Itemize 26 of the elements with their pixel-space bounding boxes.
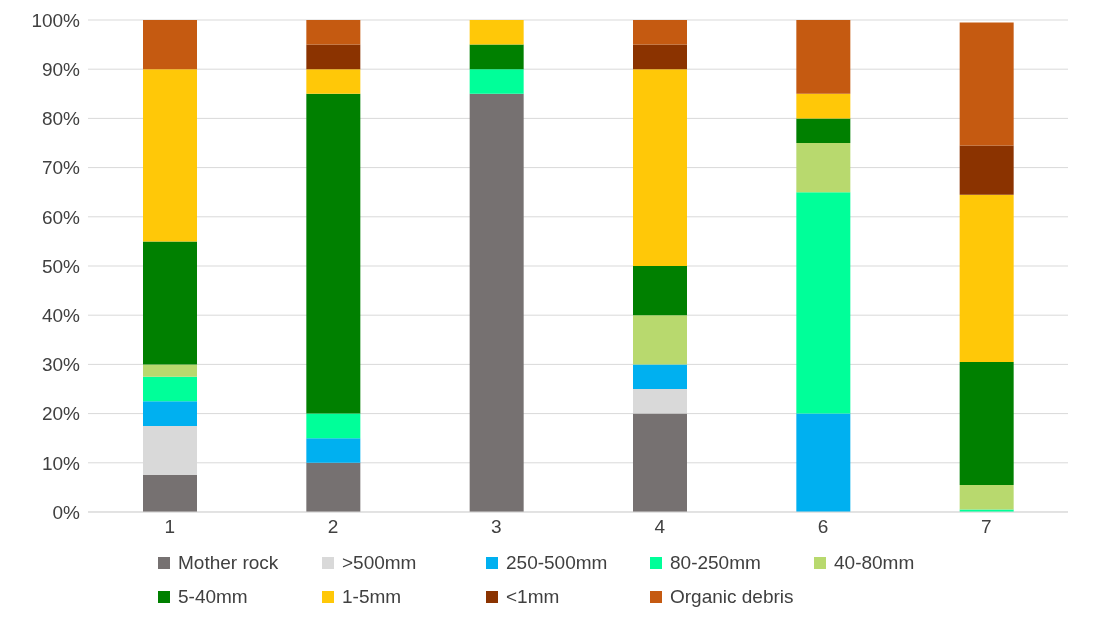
y-tick-label: 60% xyxy=(41,206,81,228)
legend-label: 1-5mm xyxy=(342,586,402,608)
x-tick-label: 1 xyxy=(164,516,175,538)
legend-label: Organic debris xyxy=(670,586,794,608)
x-tick-label: 4 xyxy=(654,516,666,538)
legend-label: 80-250mm xyxy=(670,552,761,574)
y-tick-label: 40% xyxy=(41,304,81,326)
x-tick-label: 2 xyxy=(327,516,339,538)
legend-label: 40-80mm xyxy=(834,552,915,574)
legend-label: 5-40mm xyxy=(178,586,248,608)
y-tick-label: 80% xyxy=(41,108,81,130)
x-tick-label: 3 xyxy=(491,516,502,538)
y-tick-label: 90% xyxy=(41,58,81,80)
legend-label: 250-500mm xyxy=(506,552,608,574)
y-tick-label: 100% xyxy=(31,9,81,31)
y-tick-label: 20% xyxy=(41,403,81,425)
y-tick-label: 0% xyxy=(52,501,81,523)
x-tick-label: 7 xyxy=(981,516,992,538)
legend-label: <1mm xyxy=(506,586,560,608)
x-tick-label: 6 xyxy=(817,516,829,538)
y-tick-label: 70% xyxy=(41,157,81,179)
y-tick-label: 50% xyxy=(41,255,81,277)
y-tick-label: 30% xyxy=(41,354,81,376)
legend-label: >500mm xyxy=(342,552,417,574)
y-tick-label: 10% xyxy=(41,452,81,474)
legend-label: Mother rock xyxy=(178,552,279,574)
